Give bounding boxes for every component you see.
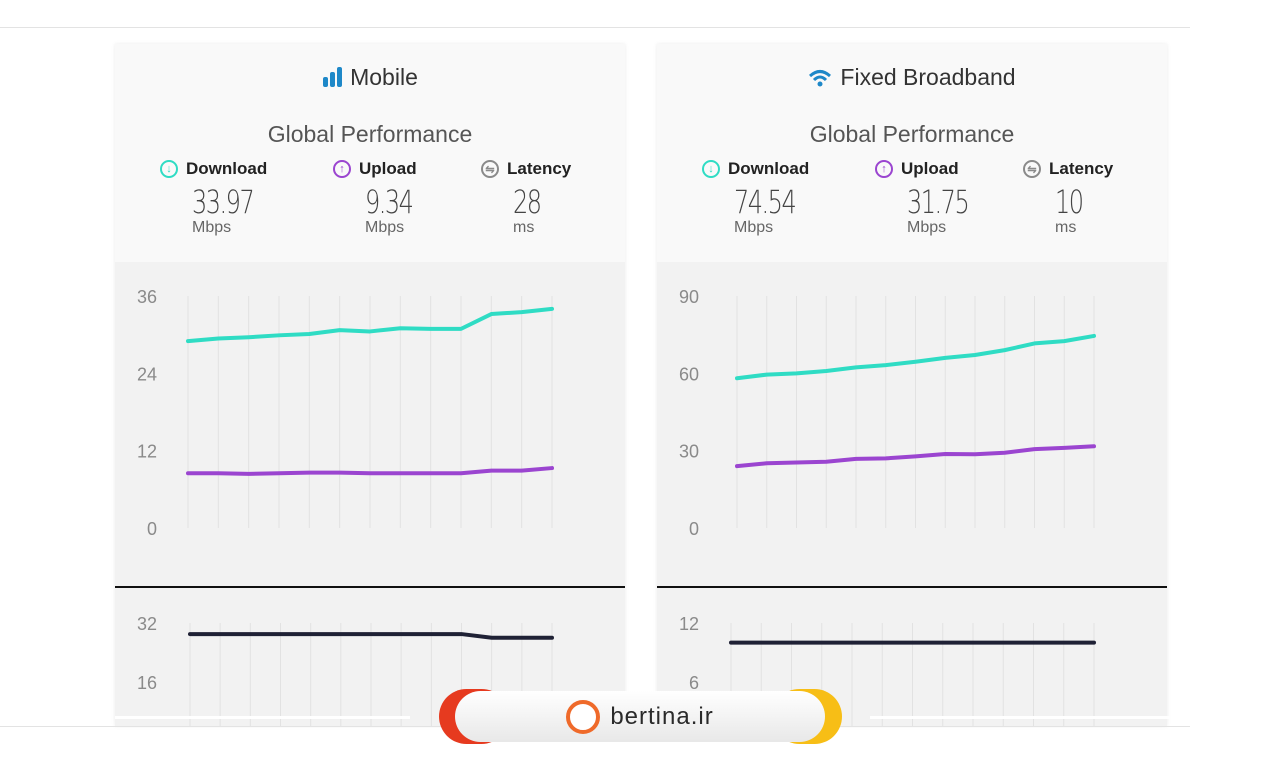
metric-label: Download	[728, 159, 810, 178]
watermark-text: bertina.ir	[610, 702, 714, 730]
y-tick-label: 36	[137, 287, 157, 307]
card-title: Fixed Broadband	[657, 64, 1167, 91]
scroll-track	[115, 716, 410, 719]
card-title-text: Mobile	[350, 64, 418, 90]
metric-value: 31.75	[907, 183, 970, 221]
metric-label: Latency	[1049, 159, 1114, 178]
metric-value: 10	[1055, 183, 1084, 221]
metric-upload: ↑ Upload 9.34 Mbps	[333, 159, 483, 237]
y-tick-label: 90	[679, 287, 699, 307]
card-subtitle: Global Performance	[267, 121, 473, 147]
metric-unit: Mbps	[192, 219, 232, 236]
y-tick-label: 60	[679, 364, 699, 384]
metric-unit: ms	[1055, 219, 1077, 236]
y-tick-label: 6	[689, 673, 699, 693]
y-tick-label: 16	[137, 673, 157, 693]
metric-unit: ms	[513, 219, 535, 236]
mobile-card: Mobile Global Performance ↓ Download 33.97 …	[115, 44, 625, 726]
y-tick-label: 24	[137, 364, 157, 384]
metric-label: Upload	[359, 159, 417, 178]
card-header	[115, 44, 625, 262]
card-subtitle: Global Performance	[809, 121, 1015, 147]
chart-divider	[657, 586, 1167, 588]
metric-label: Latency	[507, 159, 572, 178]
card-header	[657, 44, 1167, 262]
metric-unit: Mbps	[734, 219, 774, 236]
metric-unit: Mbps	[907, 219, 947, 236]
metric-unit: Mbps	[365, 219, 405, 236]
chart-divider	[115, 586, 625, 588]
y-tick-label: 32	[137, 614, 157, 634]
y-tick-label: 0	[147, 519, 157, 539]
metric-label: Upload	[901, 159, 959, 178]
speed-chart: 0 30 60 90	[679, 287, 1096, 539]
signal-bars-icon	[323, 67, 343, 87]
metric-label: Download	[186, 159, 268, 178]
y-tick-label: 30	[679, 442, 699, 462]
speed-chart: 0 12 24 36	[137, 287, 554, 539]
metric-latency: ⇋ Latency 10 ms	[1023, 159, 1167, 237]
upload-icon: ↑	[333, 160, 351, 178]
watermark: bertina.ir	[439, 689, 842, 744]
metric-download: ↓ Download 33.97 Mbps	[160, 159, 310, 237]
card-title-text: Fixed Broadband	[840, 64, 1016, 90]
metric-upload: ↑ Upload 31.75 Mbps	[875, 159, 1025, 237]
top-divider	[0, 27, 1190, 28]
y-tick-label: 12	[137, 442, 157, 462]
y-tick-label: 12	[679, 614, 699, 634]
latency-icon: ⇋	[1023, 160, 1041, 178]
watermark-pill: bertina.ir	[455, 691, 825, 742]
metric-latency: ⇋ Latency 28 ms	[481, 159, 625, 237]
fixed-broadband-card: Fixed Broadband Global Performance ↓ Downlo…	[657, 44, 1167, 726]
bertina-logo-icon	[566, 699, 601, 734]
wifi-icon	[809, 70, 832, 87]
upload-icon: ↑	[875, 160, 893, 178]
card-title: Mobile	[115, 64, 625, 91]
metric-value: 28	[513, 183, 542, 221]
download-icon: ↓	[702, 160, 720, 178]
latency-icon: ⇋	[481, 160, 499, 178]
download-icon: ↓	[160, 160, 178, 178]
y-tick-label: 0	[689, 519, 699, 539]
metric-download: ↓ Download 74.54 Mbps	[702, 159, 852, 237]
scroll-track	[870, 716, 1170, 719]
metric-value: 33.97	[192, 183, 255, 221]
metric-value: 9.34	[365, 183, 414, 221]
metric-value: 74.54	[734, 183, 797, 221]
latency-chart: 6 12	[679, 614, 1096, 726]
